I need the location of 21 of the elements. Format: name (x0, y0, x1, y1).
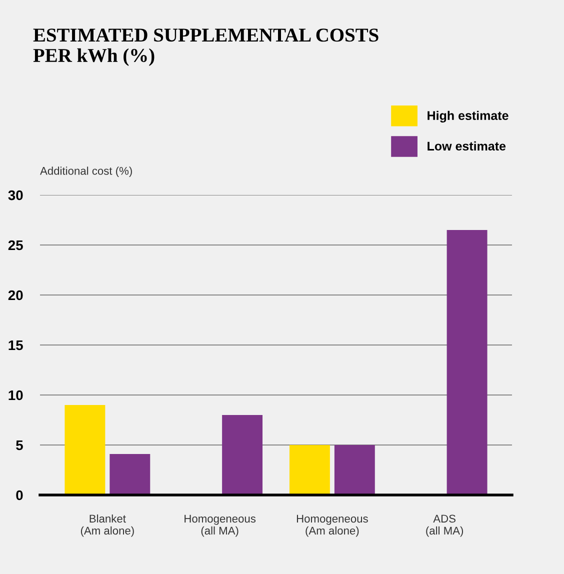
x-tick-label: Homogeneous (all MA) (184, 514, 256, 537)
y-tick-label: 15 (8, 340, 23, 350)
bar (64, 405, 106, 495)
y-tick-label: 0 (16, 490, 23, 500)
bar (222, 415, 263, 495)
legend-label: High estimate (428, 110, 508, 123)
y-tick-label: 25 (8, 240, 23, 250)
legend-label: Low estimate (428, 141, 506, 151)
bar (334, 445, 375, 495)
y-tick-label: 30 (8, 190, 23, 200)
y-tick-label: 20 (8, 290, 23, 300)
y-axis-title: Additional cost (%) (40, 166, 132, 177)
y-tick-label: 10 (8, 390, 23, 400)
x-tick-label: ADS (all MA) (426, 514, 464, 537)
bar (289, 445, 330, 495)
bar (110, 454, 150, 495)
x-tick-label: Blanket (Am alone) (80, 514, 134, 537)
y-tick-label: 5 (16, 440, 23, 450)
bar (446, 230, 488, 495)
x-tick-label: Homogeneous (Am alone) (296, 514, 368, 537)
chart-title: ESTIMATED SUPPLEMENTAL COSTS PER kWh (%) (33, 28, 378, 66)
